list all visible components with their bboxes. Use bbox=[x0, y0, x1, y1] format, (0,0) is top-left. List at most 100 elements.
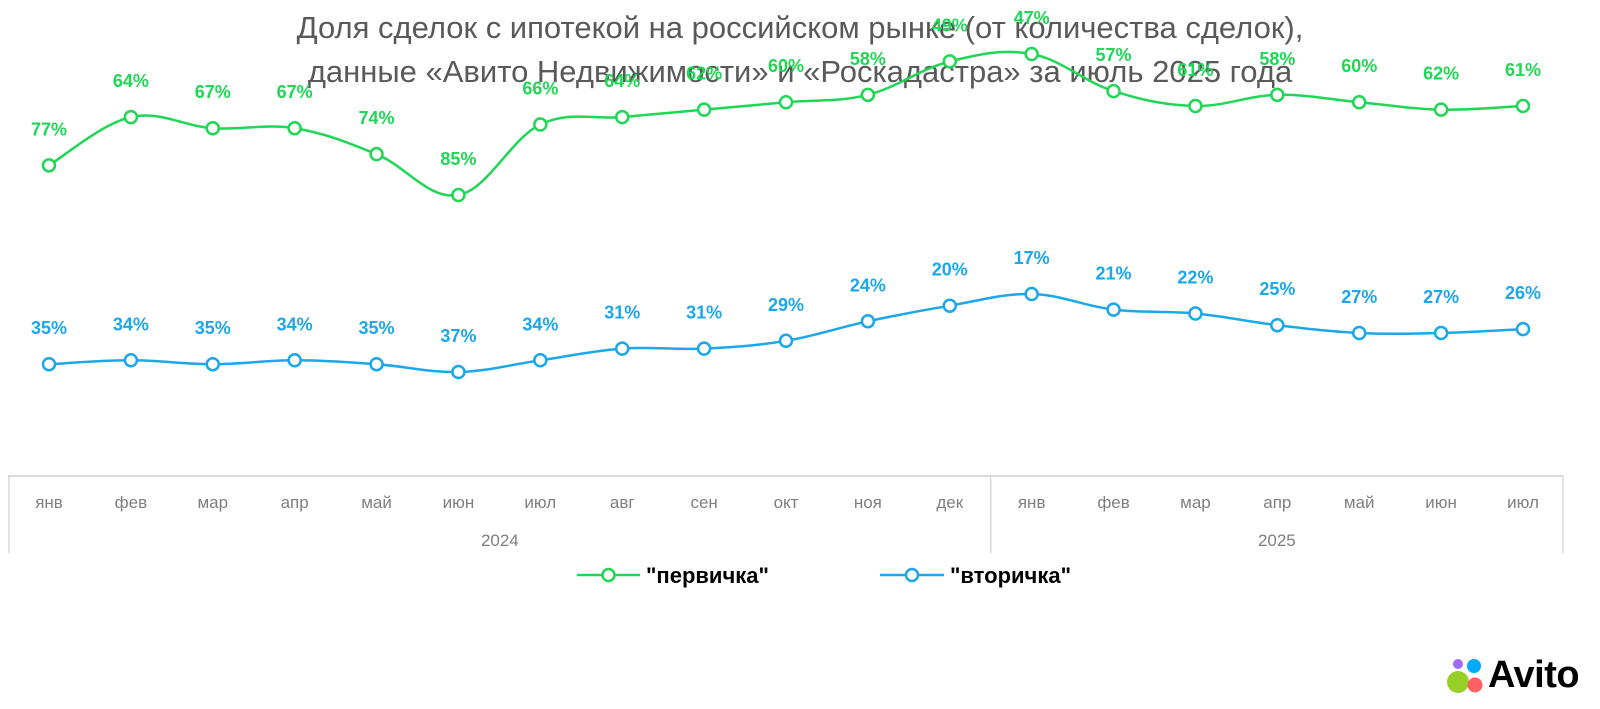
data-label: 26% bbox=[1505, 283, 1541, 303]
data-label: 58% bbox=[850, 49, 886, 69]
data-point bbox=[41, 356, 57, 372]
data-point bbox=[1515, 321, 1531, 337]
data-point bbox=[369, 356, 384, 372]
x-tick-label: янв bbox=[35, 493, 63, 512]
data-point bbox=[614, 341, 630, 356]
data-label: 74% bbox=[359, 108, 395, 128]
data-label: 24% bbox=[850, 275, 886, 295]
data-point bbox=[1024, 46, 1039, 62]
data-point bbox=[1188, 98, 1203, 114]
data-point bbox=[369, 146, 384, 162]
data-label: 57% bbox=[1096, 45, 1132, 65]
x-tick-label: апр bbox=[281, 493, 309, 512]
x-tick-label: авг bbox=[610, 493, 635, 512]
legend-item: "первичка" bbox=[577, 563, 769, 588]
data-label: 47% bbox=[1014, 8, 1050, 28]
x-tick-label: дек bbox=[936, 493, 963, 512]
x-tick-label: июл bbox=[1507, 493, 1539, 512]
data-label: 62% bbox=[686, 64, 722, 84]
data-label: 35% bbox=[31, 318, 67, 338]
data-point bbox=[614, 109, 630, 125]
legend-marker bbox=[601, 567, 616, 583]
data-point bbox=[205, 120, 221, 136]
x-tick-label: фев bbox=[115, 493, 147, 512]
data-label: 64% bbox=[604, 71, 640, 91]
data-label: 17% bbox=[1014, 248, 1050, 268]
data-label: 67% bbox=[195, 82, 231, 102]
data-label: 29% bbox=[768, 295, 804, 315]
legend-marker bbox=[904, 567, 920, 583]
data-point bbox=[41, 158, 57, 173]
data-point bbox=[1433, 102, 1449, 117]
data-label: 31% bbox=[686, 303, 722, 323]
data-label: 34% bbox=[522, 314, 558, 334]
x-tick-label: май bbox=[361, 493, 392, 512]
data-label: 62% bbox=[1423, 64, 1459, 84]
chart-title-line-1: Доля сделок с ипотекой на российском рын… bbox=[296, 10, 1304, 45]
data-point bbox=[287, 353, 302, 368]
data-label: 58% bbox=[1259, 49, 1295, 69]
x-tick-label: мар bbox=[197, 493, 228, 512]
data-label: 67% bbox=[277, 82, 313, 102]
x-tick-label: май bbox=[1344, 493, 1375, 512]
chart-title-line-2: данные «Авито Недвижимости» и «Роскадаст… bbox=[307, 54, 1293, 89]
data-label: 31% bbox=[604, 303, 640, 323]
x-tick-label: июн bbox=[1425, 493, 1457, 512]
x-tick-label: сен bbox=[690, 493, 717, 512]
series-primary: 77% 64% 67% 67% 74% 85% 66% 64% 62% 60% 58% 49% 47% 5… bbox=[31, 8, 1541, 203]
x-tick-label: фев bbox=[1097, 493, 1129, 512]
data-label: 35% bbox=[359, 318, 395, 338]
data-point bbox=[942, 54, 958, 69]
data-point bbox=[1106, 83, 1121, 99]
avito-logo-text: Avito bbox=[1488, 654, 1580, 696]
x-tick-label: апр bbox=[1263, 493, 1291, 512]
legend-item: "вторичка" bbox=[880, 563, 1071, 588]
data-label: 27% bbox=[1341, 287, 1377, 307]
data-label: 77% bbox=[31, 119, 67, 139]
data-label: 34% bbox=[277, 314, 313, 334]
data-label: 85% bbox=[440, 149, 476, 169]
chart-title: Доля сделок с ипотекой на российском рын… bbox=[0, 6, 1600, 94]
data-point bbox=[451, 187, 466, 203]
group-label: 2024 bbox=[481, 531, 519, 550]
data-point bbox=[696, 341, 712, 356]
data-label: 37% bbox=[440, 326, 476, 346]
data-point bbox=[1515, 98, 1531, 114]
group-label: 2025 bbox=[1258, 531, 1296, 550]
data-point bbox=[533, 353, 548, 368]
data-point bbox=[1351, 94, 1367, 110]
data-label: 61% bbox=[1177, 60, 1213, 80]
data-label: 34% bbox=[113, 314, 149, 334]
data-label: 25% bbox=[1259, 279, 1295, 299]
data-point bbox=[123, 109, 139, 125]
data-point bbox=[451, 364, 466, 380]
data-point bbox=[1270, 317, 1285, 333]
data-label: 20% bbox=[932, 260, 968, 280]
data-point bbox=[205, 356, 221, 372]
data-point bbox=[123, 353, 139, 368]
data-point bbox=[696, 102, 712, 117]
legend-label: "первичка" bbox=[646, 563, 769, 588]
x-tick-label: ноя bbox=[854, 493, 882, 512]
avito-logo: Avito bbox=[1446, 655, 1596, 695]
data-point bbox=[778, 94, 794, 110]
data-point bbox=[778, 333, 794, 349]
x-tick-label: июл bbox=[524, 493, 556, 512]
data-point bbox=[287, 120, 302, 136]
data-point bbox=[1433, 325, 1449, 341]
data-label: 64% bbox=[113, 71, 149, 91]
data-label: 27% bbox=[1423, 287, 1459, 307]
data-point bbox=[942, 298, 958, 313]
data-point bbox=[1188, 306, 1203, 321]
data-label: 22% bbox=[1177, 268, 1213, 288]
series-secondary: 35% 34% 35% 34% 35% 37% 34% 31% 31% 29% 24% 20% 17% 2… bbox=[31, 248, 1541, 380]
data-point bbox=[860, 314, 876, 329]
data-point bbox=[1106, 302, 1121, 317]
legend-label: "вторичка" bbox=[950, 563, 1071, 588]
data-label: 66% bbox=[522, 79, 558, 99]
data-label: 60% bbox=[1341, 56, 1377, 76]
data-label: 21% bbox=[1096, 264, 1132, 284]
x-tick-label: июн bbox=[443, 493, 475, 512]
data-label: 60% bbox=[768, 56, 804, 76]
